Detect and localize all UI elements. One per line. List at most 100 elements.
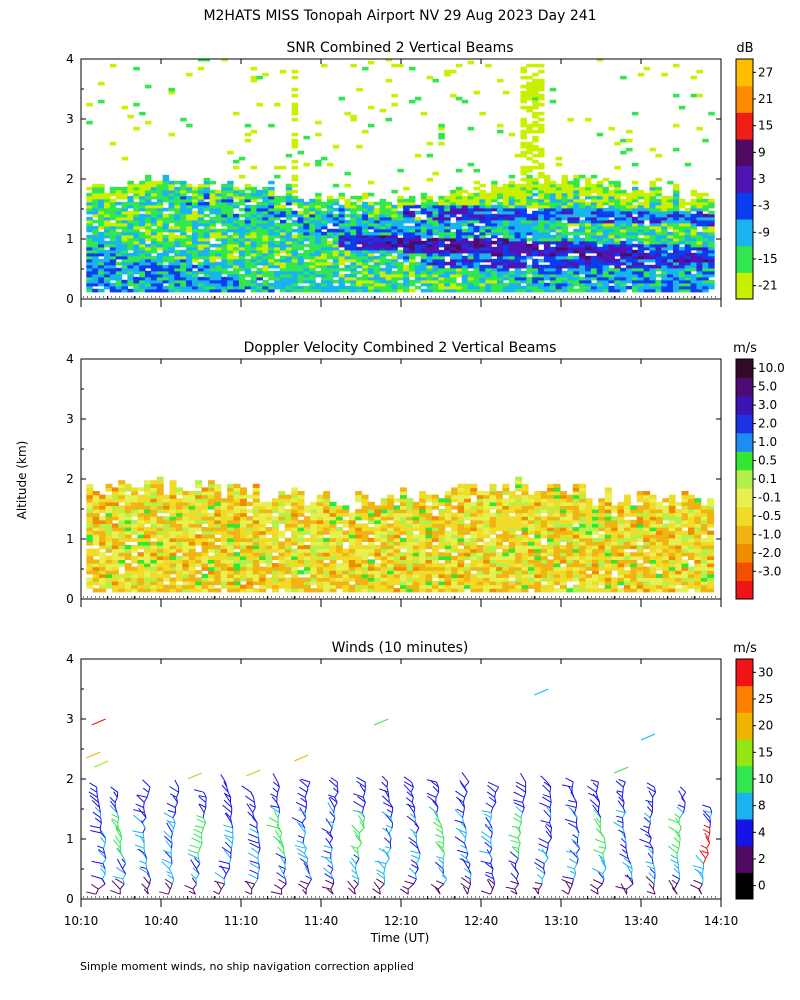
snr-cell: [309, 252, 316, 257]
snr-cell: [150, 258, 158, 263]
snr-cell: [461, 285, 469, 290]
doppler-cell: [316, 537, 324, 542]
snr-cell: [109, 225, 117, 230]
doppler-cell: [92, 509, 100, 514]
snr-cell: [690, 228, 698, 233]
snr-cell: [156, 255, 164, 260]
doppler-cell: [201, 505, 209, 510]
snr-cell: [115, 276, 123, 281]
snr-cell: [121, 189, 128, 194]
doppler-cell: [169, 559, 177, 564]
snr-cell: [497, 222, 504, 227]
snr-cell: [409, 201, 416, 206]
doppler-cell: [259, 519, 267, 524]
snr-cell: [215, 264, 222, 269]
snr-cell: [673, 189, 680, 194]
doppler-cell: [239, 494, 247, 499]
snr-cell: [186, 276, 193, 281]
doppler-cell: [323, 541, 331, 546]
snr-cell: [649, 228, 656, 233]
snr-cell: [438, 126, 445, 131]
snr-cell: [244, 279, 252, 284]
doppler-cell: [297, 501, 305, 506]
doppler-cell: [297, 509, 305, 514]
snr-cell: [538, 240, 545, 245]
snr-cell: [221, 216, 228, 221]
snr-cell: [109, 237, 117, 242]
doppler-cell: [105, 523, 113, 528]
snr-cell: [573, 246, 580, 251]
doppler-cell: [342, 555, 350, 560]
doppler-cell: [278, 530, 286, 535]
doppler-cell: [246, 494, 254, 499]
doppler-cell: [303, 555, 311, 560]
doppler-cell: [342, 577, 350, 582]
snr-cell: [356, 216, 363, 221]
snr-cell: [403, 285, 410, 290]
snr-cell: [397, 288, 404, 293]
snr-cell: [127, 267, 134, 272]
snr-cell: [227, 288, 234, 293]
snr-cell: [549, 255, 557, 260]
snr-cell: [209, 204, 216, 209]
snr-cell: [491, 282, 498, 287]
doppler-cell: [92, 548, 100, 553]
doppler-cell: [156, 487, 164, 492]
snr-cell: [444, 222, 451, 227]
snr-cell: [538, 237, 545, 242]
snr-cell: [479, 279, 486, 284]
snr-cell: [649, 234, 656, 239]
snr-cell: [397, 198, 404, 203]
snr-cell: [649, 267, 656, 272]
snr-cell: [291, 276, 299, 281]
doppler-cell: [329, 581, 337, 586]
snr-cell: [479, 267, 486, 272]
snr-cell: [127, 195, 134, 200]
snr-cell: [455, 246, 463, 251]
doppler-cell: [252, 527, 260, 532]
doppler-cell: [310, 563, 318, 568]
snr-cell: [397, 216, 404, 221]
snr-cell: [549, 216, 557, 221]
snr-cell: [538, 84, 545, 89]
snr-cell: [191, 213, 199, 218]
doppler-cell: [348, 563, 356, 568]
snr-cell: [708, 240, 715, 245]
snr-cell: [115, 231, 123, 236]
snr-cell: [309, 225, 316, 230]
snr-cell: [643, 210, 651, 215]
snr-cell: [461, 219, 469, 224]
doppler-cell: [246, 584, 254, 589]
doppler-cell: [207, 570, 215, 575]
snr-cell: [197, 216, 205, 221]
snr-cell: [479, 234, 486, 239]
doppler-cell: [111, 512, 119, 517]
snr-cell: [215, 219, 222, 224]
snr-cell: [321, 240, 328, 245]
snr-cell: [262, 222, 269, 227]
snr-cell: [186, 186, 193, 191]
snr-cell: [520, 66, 527, 71]
snr-cell: [432, 273, 439, 278]
snr-cell: [191, 204, 199, 209]
doppler-cell: [175, 487, 183, 492]
doppler-cell: [355, 581, 363, 586]
snr-cell: [203, 273, 211, 278]
doppler-cell: [137, 573, 145, 578]
doppler-cell: [303, 530, 311, 535]
snr-cell: [561, 252, 568, 257]
doppler-cell: [291, 501, 299, 506]
snr-cell: [233, 270, 240, 275]
snr-cell: [221, 207, 228, 212]
snr-cell: [637, 204, 645, 209]
snr-cell: [315, 216, 322, 221]
snr-cell: [497, 213, 504, 218]
snr-cell: [502, 222, 510, 227]
snr-cell: [268, 207, 275, 212]
snr-cell: [438, 123, 445, 128]
doppler-cell: [259, 534, 267, 539]
snr-cell: [479, 198, 486, 203]
doppler-cell: [348, 512, 356, 517]
doppler-cell: [92, 519, 100, 524]
doppler-cell: [111, 523, 119, 528]
